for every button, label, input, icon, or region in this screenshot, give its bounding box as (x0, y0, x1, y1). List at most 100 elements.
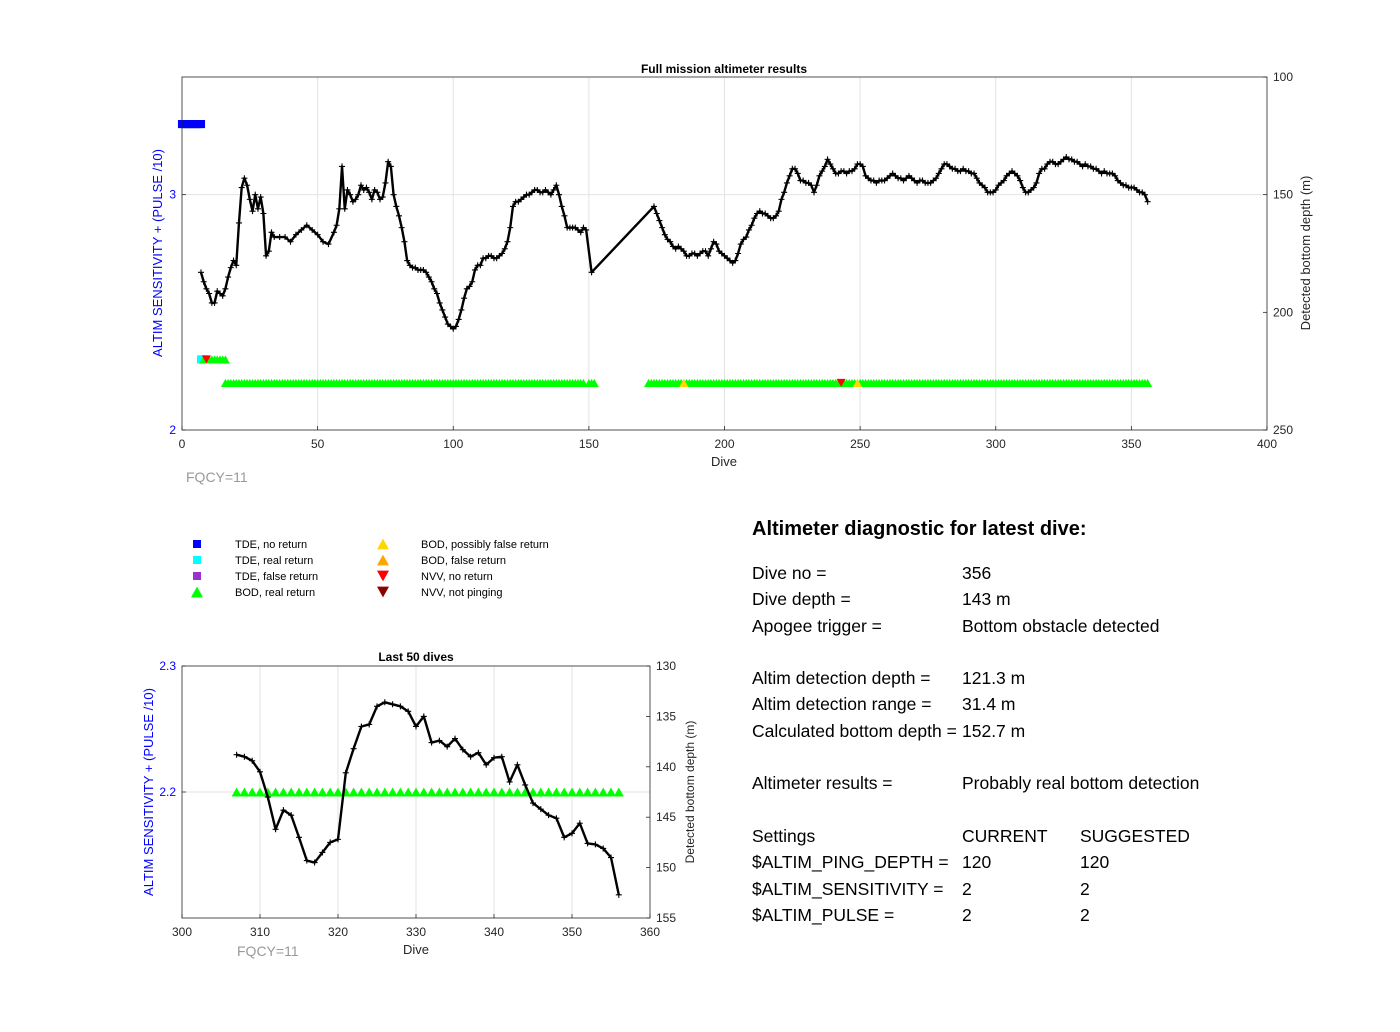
depth-point-marker (748, 222, 755, 229)
depth-point-marker (483, 761, 490, 768)
pulse-row: $ALTIM_PULSE = 2 2 (752, 905, 1392, 931)
depth-point-marker (504, 238, 511, 245)
bod-real-return-marker (457, 787, 468, 797)
right-y-tick-label: 135 (656, 709, 676, 723)
bod-real-return-marker (356, 787, 367, 797)
depth-point-marker (358, 723, 365, 730)
depth-point-marker (401, 238, 408, 245)
left-y-tick-label: 3 (169, 188, 176, 202)
depth-point-marker (257, 768, 263, 775)
depth-point-marker (1141, 191, 1148, 198)
settings-header-row: Settings CURRENT SUGGESTED (752, 826, 1392, 852)
bod-real-return-marker (426, 787, 437, 797)
full-mission-chart: 0 50 100 150 200 250 300 350 400 2 3 100 150 200 250 F… (150, 62, 1313, 485)
depth-point-marker (264, 794, 271, 801)
depth-point-marker (339, 163, 346, 170)
pulse-current: 2 (962, 904, 972, 925)
top-chart-title: Full mission altimeter results (641, 62, 807, 76)
legend-tde-false-return-label: TDE, false return (235, 571, 318, 583)
x-tick-label: 50 (311, 437, 325, 451)
depth-point-marker (499, 250, 506, 257)
right-y-tick-label: 150 (1273, 188, 1293, 202)
depth-point-marker (737, 241, 744, 248)
depth-point-marker (335, 836, 341, 843)
depth-point-marker (851, 165, 858, 172)
depth-point-marker (576, 820, 583, 827)
bod-real-return-marker (574, 787, 585, 797)
altimeter-results-label: Altimeter results = (752, 773, 893, 794)
dive-no-value: 356 (962, 563, 992, 583)
depth-point-marker (241, 753, 248, 760)
right-y-tick-label: 200 (1273, 305, 1293, 319)
depth-point-marker (249, 757, 256, 764)
depth-point-marker (707, 245, 714, 252)
depth-point-marker (821, 163, 828, 170)
depth-point-marker (751, 215, 758, 222)
depth-point-marker (1144, 198, 1151, 205)
bod-real-return-marker (301, 787, 312, 797)
depth-point-marker (444, 743, 451, 750)
depth-point-marker (794, 170, 801, 177)
legend-tde-real-return-icon (193, 556, 201, 564)
depth-point-marker (442, 314, 449, 321)
depth-point-marker (583, 226, 590, 233)
depth-point-marker (477, 262, 484, 269)
x-tick-label: 300 (986, 437, 1006, 451)
depth-point-marker (428, 278, 435, 285)
right-y-tick-label: 250 (1273, 423, 1293, 437)
altim-detection-depth-row: Altim detection depth = 121.3 m (752, 668, 1392, 694)
dive-no-row: Dive no = 356 (752, 563, 1392, 589)
top-fqcy-annotation: FQCY=11 (186, 469, 248, 485)
depth-point-marker (827, 161, 834, 168)
depth-point-marker (382, 179, 389, 186)
bod-real-return-marker (481, 787, 492, 797)
depth-point-marker (366, 189, 373, 196)
bod-real-return-marker (411, 787, 421, 797)
depth-point-marker (713, 241, 720, 248)
depth-point-marker (600, 845, 607, 852)
calculated-bottom-depth-label: Calculated bottom depth = (752, 720, 957, 741)
depth-point-marker (396, 212, 402, 219)
current-column-header: CURRENT (962, 825, 1048, 846)
depth-point-marker (390, 191, 397, 198)
depth-point-marker (288, 812, 295, 819)
depth-point-marker (311, 859, 318, 866)
bod-real-return-marker (598, 787, 609, 797)
depth-point-marker (235, 219, 242, 226)
legend-nvv-not-pinging-label: NVV, not pinging (421, 587, 503, 599)
depth-point-marker (428, 739, 435, 746)
x-tick-label: 330 (406, 925, 426, 939)
apogee-trigger-label: Apogee trigger = (752, 615, 882, 636)
depth-point-marker (808, 182, 815, 189)
legend-bod-false-return-icon (377, 554, 389, 566)
depth-point-marker (830, 165, 836, 172)
bod-real-return-marker (364, 787, 375, 797)
bod-real-return-marker (317, 787, 328, 797)
depth-point-marker (458, 306, 465, 313)
depth-point-marker (387, 163, 394, 170)
bod-real-return-marker (325, 787, 336, 797)
bottom-left-y-axis-label: ALTIM SENSITIVITY + (PULSE /10) (141, 688, 156, 896)
depth-point-marker (1041, 165, 1048, 172)
pulse-suggested: 2 (1080, 904, 1090, 925)
depth-point-marker (389, 701, 396, 708)
depth-point-marker (280, 807, 287, 814)
depth-point-marker (680, 248, 687, 255)
depth-point-marker (732, 257, 739, 264)
ping-depth-suggested: 120 (1080, 852, 1110, 873)
depth-point-marker (584, 840, 591, 847)
depth-point-marker (303, 222, 310, 229)
depth-point-marker (344, 186, 351, 193)
depth-point-marker (355, 191, 362, 198)
x-tick-label: 300 (172, 925, 192, 939)
bod-real-return-marker (270, 787, 281, 797)
bottom-fqcy-annotation: FQCY=11 (237, 943, 299, 959)
depth-point-marker (397, 703, 404, 710)
depth-point-marker (537, 806, 544, 813)
legend-nvv-not-pinging-icon (377, 586, 389, 598)
depth-point-marker (257, 194, 264, 201)
depth-point-marker (786, 172, 793, 179)
legend-nvv-no-return-label: NVV, no return (421, 571, 493, 583)
depth-point-marker (227, 264, 234, 271)
nvv-no-return-marker (201, 355, 211, 364)
